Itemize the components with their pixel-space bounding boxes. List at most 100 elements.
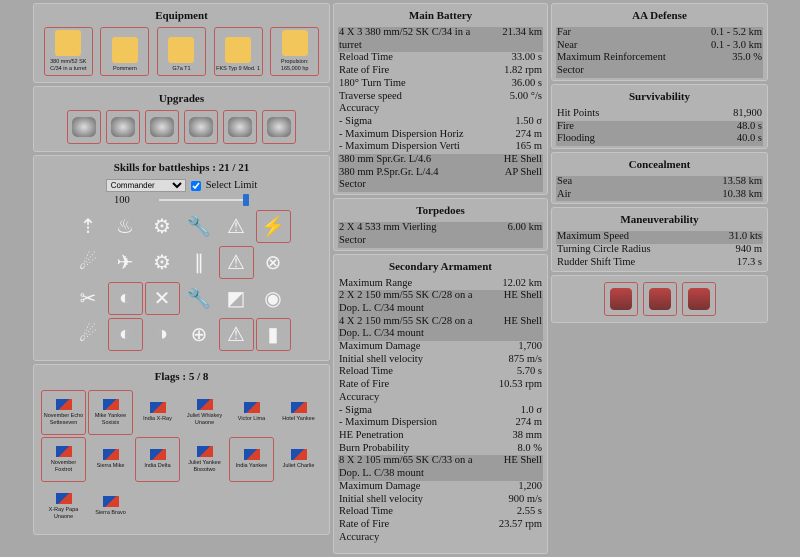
- flag-label: November Echo Setteseven: [43, 412, 84, 426]
- propeller-icon: [281, 30, 308, 56]
- select-limit-checkbox[interactable]: [190, 180, 201, 191]
- skill-13[interactable]: ◐: [107, 282, 143, 315]
- flag-item[interactable]: India X-Ray: [135, 390, 180, 435]
- stat-row: Maximum Reinforcement 35.0 %: [556, 52, 763, 66]
- stat-label: Fire: [557, 120, 574, 132]
- skill-9[interactable]: ∥: [182, 246, 217, 279]
- skill-12[interactable]: ✂: [71, 282, 106, 315]
- stat-value: 5.70 s: [516, 366, 542, 378]
- skill-3[interactable]: 🔧: [182, 210, 217, 243]
- skill-4[interactable]: ⚠: [219, 210, 254, 243]
- stat-label: 380 mm Spr.Gr. L/4.6: [339, 154, 432, 166]
- limit-slider[interactable]: [159, 194, 249, 206]
- consumable-slot[interactable]: [603, 282, 638, 317]
- skill-6[interactable]: ☄: [71, 246, 106, 279]
- fire-control-icon: [225, 36, 252, 63]
- stat-value: 2.55 s: [516, 506, 542, 518]
- skill-19[interactable]: ◐: [107, 318, 143, 351]
- skill-23[interactable]: ▮: [255, 318, 291, 351]
- flag-item[interactable]: Juliet Yankee Bissotwo: [182, 437, 227, 482]
- equipment-panel: Equipment 380 mm/52 SK C/34 in a turret P…: [33, 3, 330, 83]
- stat-row: Rudder Shift Time 17.3 s: [556, 257, 763, 270]
- stat-value: 17.3 s: [736, 256, 762, 268]
- stat-label: - Maximum Dispersion: [339, 417, 437, 429]
- stat-row: Air 10.38 km: [556, 188, 763, 202]
- stat-value: HE Shell: [503, 315, 542, 327]
- flag-item[interactable]: Sierra Bravo: [88, 484, 133, 529]
- skill-icon: ⊕: [190, 324, 208, 346]
- stat-value: 81,900: [733, 107, 762, 119]
- flag-item[interactable]: Mike Yankee Soxisix: [88, 390, 133, 435]
- skill-icon: ✂: [79, 288, 97, 310]
- stat-value: 1.50 σ: [515, 115, 542, 127]
- stat-label: - Maximum Dispersion Horiz: [339, 128, 464, 140]
- flag-label: X-Ray Papa Unaone: [48, 506, 79, 520]
- flag-item[interactable]: Juliet Whiskey Unaone: [182, 390, 227, 435]
- skill-icon: ⚠: [227, 324, 245, 346]
- skill-17[interactable]: ◉: [256, 282, 291, 315]
- stat-label: Rate of Fire: [339, 518, 390, 530]
- stat-label: Rate of Fire: [339, 379, 390, 391]
- flag-item[interactable]: India Yankee: [229, 437, 274, 482]
- equipment-slot[interactable]: 380 mm/52 SK C/34 in a turret: [43, 27, 93, 76]
- skill-16[interactable]: ◩: [219, 282, 254, 315]
- stat-value: 13.58 km: [722, 175, 762, 187]
- skill-18[interactable]: ☄: [71, 318, 106, 351]
- skill-11[interactable]: ⊗: [256, 246, 291, 279]
- skill-icon: ⚠: [227, 252, 245, 274]
- stat-row: Maximum Range 12.02 km: [338, 278, 543, 291]
- upgrade-slot[interactable]: [145, 110, 179, 144]
- skill-8[interactable]: ⚙: [145, 246, 180, 279]
- skill-2[interactable]: ⚙: [145, 210, 180, 243]
- stat-value: 38 mm: [512, 429, 542, 441]
- flag-item[interactable]: India Delta: [135, 437, 180, 482]
- select-limit-label: Select Limit: [205, 180, 258, 191]
- stat-label: Accuracy: [339, 103, 380, 115]
- skill-20[interactable]: ◑: [145, 318, 180, 351]
- concealment-title: Concealment: [628, 158, 691, 171]
- commander-select[interactable]: Commander: [105, 179, 186, 192]
- consumable-slot[interactable]: [681, 282, 716, 317]
- skill-icon: ◑: [155, 323, 169, 345]
- flag-label: India Yankee: [235, 463, 268, 469]
- skill-7[interactable]: ✈: [108, 246, 143, 279]
- stat-label: 4 X 3 380 mm/52 SK C/34 in a turret: [339, 27, 471, 51]
- skill-icon: ⚠: [227, 216, 245, 238]
- secondary-title: Secondary Armament: [389, 260, 492, 273]
- flag-icon: [102, 496, 119, 507]
- slider-thumb[interactable]: [243, 194, 249, 206]
- flag-item[interactable]: Victor Lima: [229, 390, 274, 435]
- upgrade-slot[interactable]: [184, 110, 218, 144]
- skill-5[interactable]: ⚡: [255, 210, 291, 243]
- flag-item[interactable]: X-Ray Papa Unaone: [41, 484, 86, 529]
- skill-14[interactable]: ✕: [144, 282, 180, 315]
- equipment-slot[interactable]: Propulsion: 165,000 hp: [270, 27, 320, 76]
- flag-item[interactable]: November Echo Setteseven: [41, 390, 86, 435]
- upgrade-slot[interactable]: [106, 110, 140, 144]
- upgrade-slot[interactable]: [262, 110, 296, 144]
- upgrade-slot[interactable]: [67, 110, 101, 144]
- skill-icon: ⚙: [153, 216, 171, 238]
- skill-22[interactable]: ⚠: [218, 318, 254, 351]
- flag-item[interactable]: Hotel Yankee: [276, 390, 321, 435]
- skill-10[interactable]: ⚠: [218, 246, 254, 279]
- consumable-slot[interactable]: [642, 282, 677, 317]
- flag-item[interactable]: Sierra Mike: [88, 437, 133, 482]
- flag-label: Hotel Yankee: [282, 416, 315, 422]
- secondary-mod-icon: [150, 117, 174, 137]
- stat-row: Rate of Fire 1.82 rpm: [338, 65, 543, 78]
- stat-row: Sea 13.58 km: [556, 175, 763, 189]
- upgrade-slot[interactable]: [223, 110, 257, 144]
- skill-15[interactable]: 🔧: [182, 282, 217, 315]
- stat-label: Rudder Shift Time: [557, 256, 636, 268]
- skill-21[interactable]: ⊕: [182, 318, 217, 351]
- flag-item[interactable]: Juliet Charlie: [276, 437, 321, 482]
- skill-1[interactable]: ♨: [108, 210, 143, 243]
- main-battery-panel: Main Battery 4 X 3 380 mm/52 SK C/34 in a…: [333, 3, 548, 196]
- equipment-slot[interactable]: G7a T1: [156, 27, 206, 76]
- stat-label: Far: [557, 27, 571, 38]
- skill-0[interactable]: ⇡: [71, 210, 106, 243]
- equipment-slot[interactable]: FKS Typ 9 Mod. 1: [213, 27, 263, 76]
- flag-item[interactable]: November Foxtrot: [41, 437, 86, 482]
- equipment-slot[interactable]: Pommern: [100, 27, 150, 76]
